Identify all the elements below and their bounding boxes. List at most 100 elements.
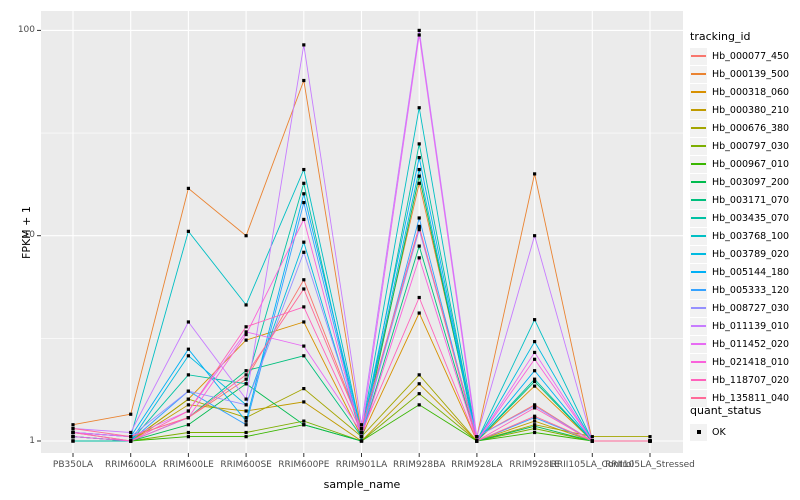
legend-entry: Hb_011139_010 [690, 317, 789, 335]
data-point [417, 382, 421, 386]
legend-key [690, 299, 707, 317]
legend-key-line [691, 325, 706, 327]
x-tick-label: RRIM901LA [335, 460, 388, 470]
data-point [186, 347, 190, 351]
data-point [475, 439, 479, 443]
data-point [417, 156, 421, 160]
x-tick-label: RRIM928LE [509, 460, 560, 470]
data-point [244, 430, 248, 435]
data-point [302, 423, 306, 427]
data-point [186, 435, 190, 439]
data-point [186, 320, 190, 324]
data-point [533, 430, 537, 435]
data-point [533, 404, 537, 408]
legend-entry: Hb_003789_020 [690, 245, 789, 263]
legend-key [690, 173, 707, 191]
legend-ok-entry: OK [690, 423, 726, 441]
data-point [302, 240, 306, 244]
legend-entry: Hb_005333_120 [690, 281, 789, 299]
data-point [417, 167, 421, 172]
legend-key-line [691, 307, 706, 309]
legend-entry-label: Hb_005333_120 [712, 284, 790, 296]
legend-key-line [691, 163, 706, 165]
legend-key [690, 389, 707, 407]
data-point [186, 354, 190, 358]
data-point [475, 435, 479, 439]
legend-key [690, 281, 707, 299]
data-point [417, 224, 421, 228]
legend-key [690, 83, 707, 101]
data-point [590, 435, 594, 439]
legend-tracking-title: tracking_id [690, 30, 751, 43]
data-point [186, 430, 190, 435]
legend-entry-label: Hb_003789_020 [712, 248, 790, 260]
data-point [302, 305, 306, 309]
data-point [302, 181, 306, 185]
x-tick-label: RRIM928LA [451, 460, 503, 470]
y-tick-label: 100 [17, 24, 35, 35]
legend-entry: Hb_000967_010 [690, 155, 789, 173]
legend-entry: Hb_005144_180 [690, 263, 789, 281]
data-point [186, 423, 190, 427]
data-point [302, 344, 306, 348]
legend-entry-label: Hb_003768_100 [712, 230, 790, 242]
data-point [302, 320, 306, 324]
legend-key-line [691, 217, 706, 219]
data-point [359, 439, 364, 443]
data-point [648, 439, 652, 443]
y-tick-label: 10 [23, 230, 35, 241]
legend-entry: Hb_000077_450 [690, 47, 789, 65]
data-point [417, 256, 421, 260]
data-point [533, 377, 537, 381]
legend-key-line [691, 397, 706, 399]
legend-entry-label: Hb_135811_040 [712, 392, 790, 404]
data-point [533, 339, 537, 344]
data-point [302, 192, 306, 196]
data-point [417, 142, 421, 146]
legend-entry-label: Hb_000967_010 [712, 158, 790, 170]
data-point [359, 430, 364, 435]
legend-entry-label: Hb_003171_070 [712, 194, 790, 206]
data-point [533, 318, 537, 322]
data-point [302, 287, 306, 291]
data-point [244, 369, 248, 373]
legend-entry: Hb_008727_030 [690, 299, 789, 317]
data-point [244, 332, 248, 337]
legend-entry-label: Hb_118707_020 [712, 374, 790, 386]
data-point [129, 412, 133, 416]
legend-quant-title: quant_status [690, 404, 762, 417]
legend-key-line [691, 181, 706, 183]
legend-key-line [691, 289, 706, 291]
legend-entry: Hb_000676_380 [690, 119, 789, 137]
data-point [244, 234, 248, 238]
data-point [417, 33, 421, 37]
legend-key-line [691, 109, 706, 111]
legend-entry-label: Hb_000676_380 [712, 122, 790, 134]
legend-entry: Hb_021418_010 [690, 353, 789, 371]
data-point [244, 338, 248, 342]
data-point [590, 439, 594, 443]
legend-key [690, 65, 707, 83]
legend-key-line [691, 199, 706, 201]
legend-key [690, 119, 707, 137]
legend-key-line [691, 343, 706, 345]
legend-key-line [691, 253, 706, 255]
legend-key [690, 209, 707, 227]
data-point [533, 357, 537, 361]
legend-entry-label: Hb_000077_450 [712, 50, 790, 62]
data-point [186, 416, 190, 420]
data-point [302, 250, 306, 254]
data-point [417, 181, 421, 185]
x-tick-label: RRII105LA_Stressed [605, 460, 695, 470]
data-point [129, 439, 133, 443]
legend-key-line [691, 127, 706, 129]
data-point [533, 384, 537, 388]
data-point [129, 430, 133, 435]
data-point [244, 377, 248, 381]
x-tick-label: RRIM600LE [162, 460, 214, 470]
legend-entry: Hb_000318_060 [690, 83, 789, 101]
legend-entry-label: Hb_000318_060 [712, 86, 790, 98]
data-point [417, 295, 421, 300]
data-point [417, 216, 421, 220]
